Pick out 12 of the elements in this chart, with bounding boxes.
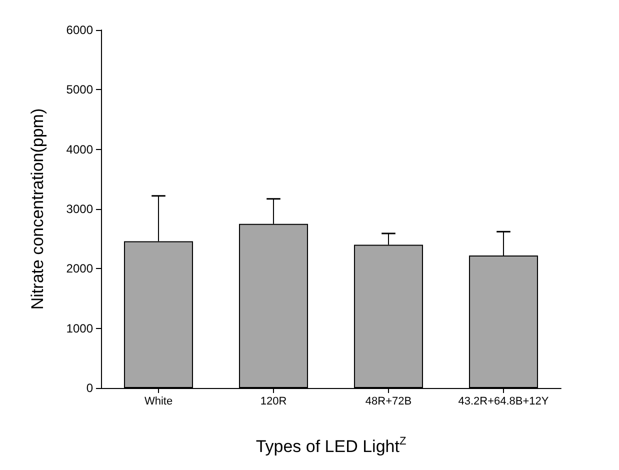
y-tick-label: 2000 [66,262,94,276]
y-tick-label: 0 [86,381,94,395]
y-tick-label: 4000 [66,142,94,156]
y-tick-label: 3000 [66,202,94,216]
y-tick-label: 1000 [66,321,94,336]
x-tick-label: 120R [260,396,287,408]
y-tick-label: 6000 [66,23,94,37]
x-tick-label: 43.2R+64.8B+12Y [458,396,550,408]
x-tick-label: 48R+72B [365,396,412,408]
y-axis-title: Nitrate concentration(ppm) [28,108,47,310]
y-tick-label: 5000 [66,82,94,97]
x-tick-label: White [144,396,173,408]
